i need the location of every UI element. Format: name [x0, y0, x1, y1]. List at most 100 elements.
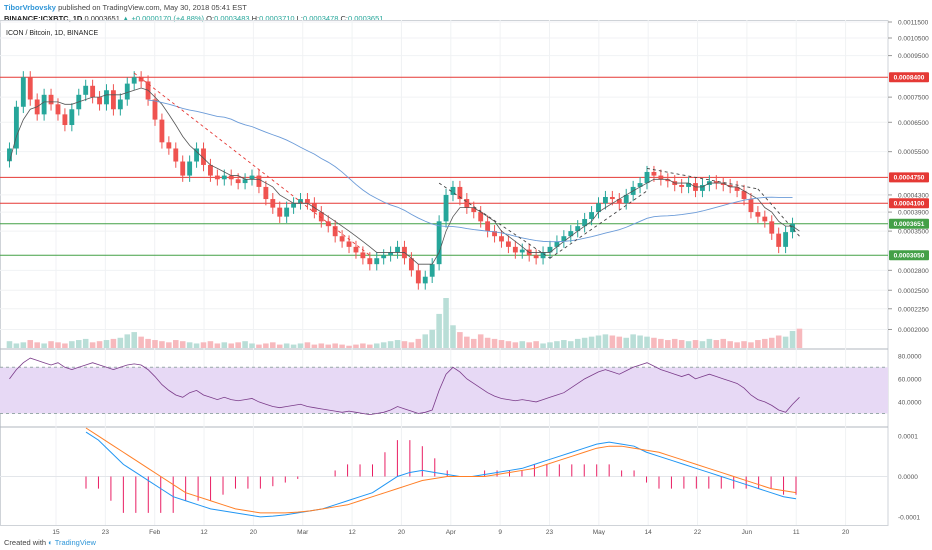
chart-frame: [0, 20, 889, 526]
volume-bar: [623, 337, 629, 348]
volume-bar: [609, 335, 616, 348]
volume-bar: [131, 332, 137, 348]
candle-body: [596, 203, 601, 213]
candle-body: [291, 203, 297, 208]
y-tick-label: 0.0002250: [898, 306, 929, 313]
candle-body: [381, 255, 387, 259]
volume-bar: [173, 340, 179, 348]
y-tick-label: 0.0006500: [898, 120, 929, 127]
candle-body: [422, 276, 428, 284]
volume-bar: [443, 298, 449, 348]
volume-bar: [193, 343, 200, 348]
volume-bar: [775, 335, 782, 348]
x-tick-label: Feb: [149, 529, 161, 535]
candle-body: [492, 231, 497, 237]
x-tick-label: Apr: [446, 529, 457, 535]
candle-body: [277, 207, 283, 217]
candle-body: [242, 179, 248, 184]
volume-bar: [75, 340, 82, 348]
rsi-band: [0, 367, 888, 414]
volume-bar: [630, 334, 636, 348]
volume-bar: [533, 341, 539, 348]
candle-body: [679, 184, 685, 187]
macd-tick-label: -0.0001: [898, 514, 920, 521]
candle-body: [221, 175, 227, 180]
volume-bar: [89, 342, 96, 348]
candle-body: [305, 199, 310, 204]
candle-body: [152, 99, 158, 120]
created-with-text: Created with: [4, 538, 47, 547]
volume-bar: [408, 342, 415, 348]
level-label-box: [889, 250, 929, 261]
candle-body: [263, 186, 269, 200]
trendline-dashed: [646, 167, 758, 190]
tradingview-link[interactable]: TradingView: [54, 538, 96, 547]
level-label-box: [889, 198, 929, 209]
level-label: 0.0003050: [894, 253, 925, 260]
ma-fast-line: [9, 87, 800, 265]
candle-body: [727, 184, 733, 187]
volume-bar: [692, 340, 699, 348]
volume-bar: [6, 341, 13, 348]
y-tick-label: 0.0003500: [898, 229, 929, 236]
y-tick-label: 0.0007500: [898, 95, 929, 102]
volume-bar: [138, 336, 144, 348]
volume-bar: [415, 338, 422, 348]
candle-body: [575, 226, 581, 232]
signal-line: [85, 427, 797, 514]
trendline-dashed: [133, 72, 371, 256]
volume-bar: [450, 325, 456, 348]
chart-canvas[interactable]: 15 23 Feb 12 20 Mar 12 20 Apr 9 23 May 14 22 Jun 11 20 0.…: [0, 20, 932, 535]
volume-bar: [699, 341, 706, 348]
candle-body: [616, 199, 622, 204]
volume-bar: [713, 340, 720, 348]
volume-bar: [276, 344, 283, 348]
volume-bar: [678, 340, 685, 348]
volume-bar: [581, 337, 588, 348]
candle-body: [644, 171, 650, 184]
candle-body: [187, 161, 193, 176]
volume-bar: [263, 343, 269, 348]
volume-bar: [671, 338, 678, 348]
volume-bar: [762, 338, 768, 348]
candle-body: [485, 221, 491, 232]
x-tick-label: 20: [842, 529, 850, 535]
candle-body: [464, 199, 470, 208]
candle-body: [561, 236, 567, 242]
volume-bar: [283, 343, 290, 348]
volume-bar: [477, 334, 484, 348]
volume-bar: [796, 328, 803, 348]
trendline-dashed: [549, 190, 648, 259]
volume-bar: [782, 336, 789, 348]
candle-body: [208, 164, 213, 176]
candle-body: [332, 226, 338, 237]
x-tick-label: 23: [102, 529, 110, 535]
macd-line: [85, 431, 797, 518]
candle-body: [235, 179, 241, 184]
candle-body: [603, 196, 608, 204]
volume-bar: [27, 340, 34, 348]
volume-bar: [339, 344, 345, 348]
candle-body: [554, 241, 560, 247]
author-link[interactable]: TiborVrbovsky: [4, 3, 56, 12]
chart-title: ICON / Bitcoin, 1D, BINANCE: [6, 30, 99, 37]
volume-bar: [741, 341, 747, 348]
symbol-label[interactable]: BINANCE:ICXBTC, 1D: [4, 14, 83, 23]
candle-body: [339, 236, 345, 242]
volume-bar: [242, 341, 248, 348]
candle-body: [367, 258, 373, 265]
candle-body: [270, 199, 276, 208]
volume-bar: [256, 344, 262, 348]
y-tick-label: 0.0005500: [898, 149, 929, 156]
candle-body: [589, 212, 594, 219]
volume-bar: [166, 342, 172, 348]
candle-body: [755, 212, 761, 217]
footer: Created with ◐ TradingView: [0, 535, 932, 550]
volume-bar: [685, 341, 692, 348]
volume-bar: [20, 342, 27, 348]
candle-body: [408, 258, 414, 271]
volume-bar: [55, 342, 61, 348]
candle-body: [97, 97, 102, 105]
volume-bar: [387, 341, 394, 348]
tradingview-logo-icon[interactable]: ◐: [48, 538, 53, 547]
